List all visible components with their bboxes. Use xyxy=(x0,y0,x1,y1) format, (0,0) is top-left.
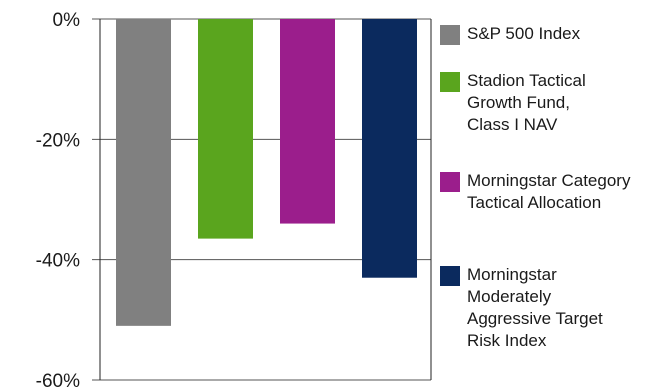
axes xyxy=(99,19,432,380)
legend-swatch-tactical-allocation xyxy=(440,172,460,192)
bar-morningstar-mod-aggressive xyxy=(362,19,417,278)
legend-item-sp500: S&P 500 Index xyxy=(440,23,647,45)
legend-item-stadion: Stadion Tactical Growth Fund, Class I NA… xyxy=(440,70,617,136)
y-tick-label-minus-40: -40% xyxy=(36,251,80,272)
legend-label-mod-aggressive: Morningstar Moderately Aggressive Target… xyxy=(467,265,603,350)
bar-sp500 xyxy=(116,19,171,326)
legend-swatch-mod-aggressive xyxy=(440,266,460,286)
y-tick-label-minus-20: -20% xyxy=(36,130,80,151)
legend-item-tactical-allocation: Morningstar Category Tactical Allocation xyxy=(440,170,643,214)
bar-chart: 0% -20% -40% -60% xyxy=(36,10,432,390)
bar-stadion-tactical-growth xyxy=(198,19,253,239)
legend-label-stadion: Stadion Tactical Growth Fund, Class I NA… xyxy=(467,71,586,134)
bar-morningstar-tactical-allocation xyxy=(280,19,335,224)
legend-swatch-stadion xyxy=(440,72,460,92)
legend-swatch-sp500 xyxy=(440,25,460,45)
legend-label-tactical-allocation: Morningstar Category Tactical Allocation xyxy=(467,171,631,212)
legend-label-sp500: S&P 500 Index xyxy=(467,24,581,43)
y-tick-label-minus-60: -60% xyxy=(36,371,80,390)
legend-item-mod-aggressive: Morningstar Moderately Aggressive Target… xyxy=(440,264,637,352)
y-axis-ticks: 0% -20% -40% -60% xyxy=(36,10,80,390)
y-tick-label-0: 0% xyxy=(53,10,81,31)
bars xyxy=(116,19,417,326)
